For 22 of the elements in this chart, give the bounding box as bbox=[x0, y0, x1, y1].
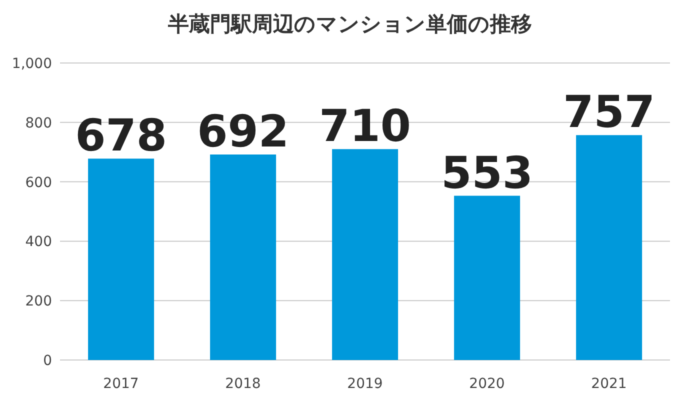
data-label: 757 bbox=[563, 87, 655, 138]
y-tick-label: 200 bbox=[25, 294, 52, 310]
y-tick-label: 1,000 bbox=[12, 56, 52, 72]
x-tick-label: 2019 bbox=[347, 376, 383, 392]
y-tick-label: 0 bbox=[43, 352, 52, 369]
data-label: 678 bbox=[75, 110, 167, 162]
bar bbox=[88, 158, 154, 360]
x-tick-label: 2018 bbox=[225, 376, 261, 392]
data-label: 710 bbox=[319, 101, 411, 152]
y-tick-label: 600 bbox=[25, 174, 52, 191]
x-tick-label: 2017 bbox=[103, 376, 139, 392]
bar bbox=[210, 154, 276, 360]
y-tick-label: 400 bbox=[25, 234, 52, 250]
data-label: 692 bbox=[197, 106, 289, 158]
bar bbox=[576, 135, 642, 360]
chart-title: 半蔵門駅周辺のマンション単価の推移 bbox=[167, 11, 533, 38]
y-tick-label: 800 bbox=[25, 115, 52, 132]
data-label: 553 bbox=[441, 148, 533, 199]
bar bbox=[332, 149, 398, 360]
x-tick-label: 2021 bbox=[591, 376, 627, 392]
x-tick-label: 2020 bbox=[469, 376, 505, 392]
bar bbox=[454, 196, 520, 360]
